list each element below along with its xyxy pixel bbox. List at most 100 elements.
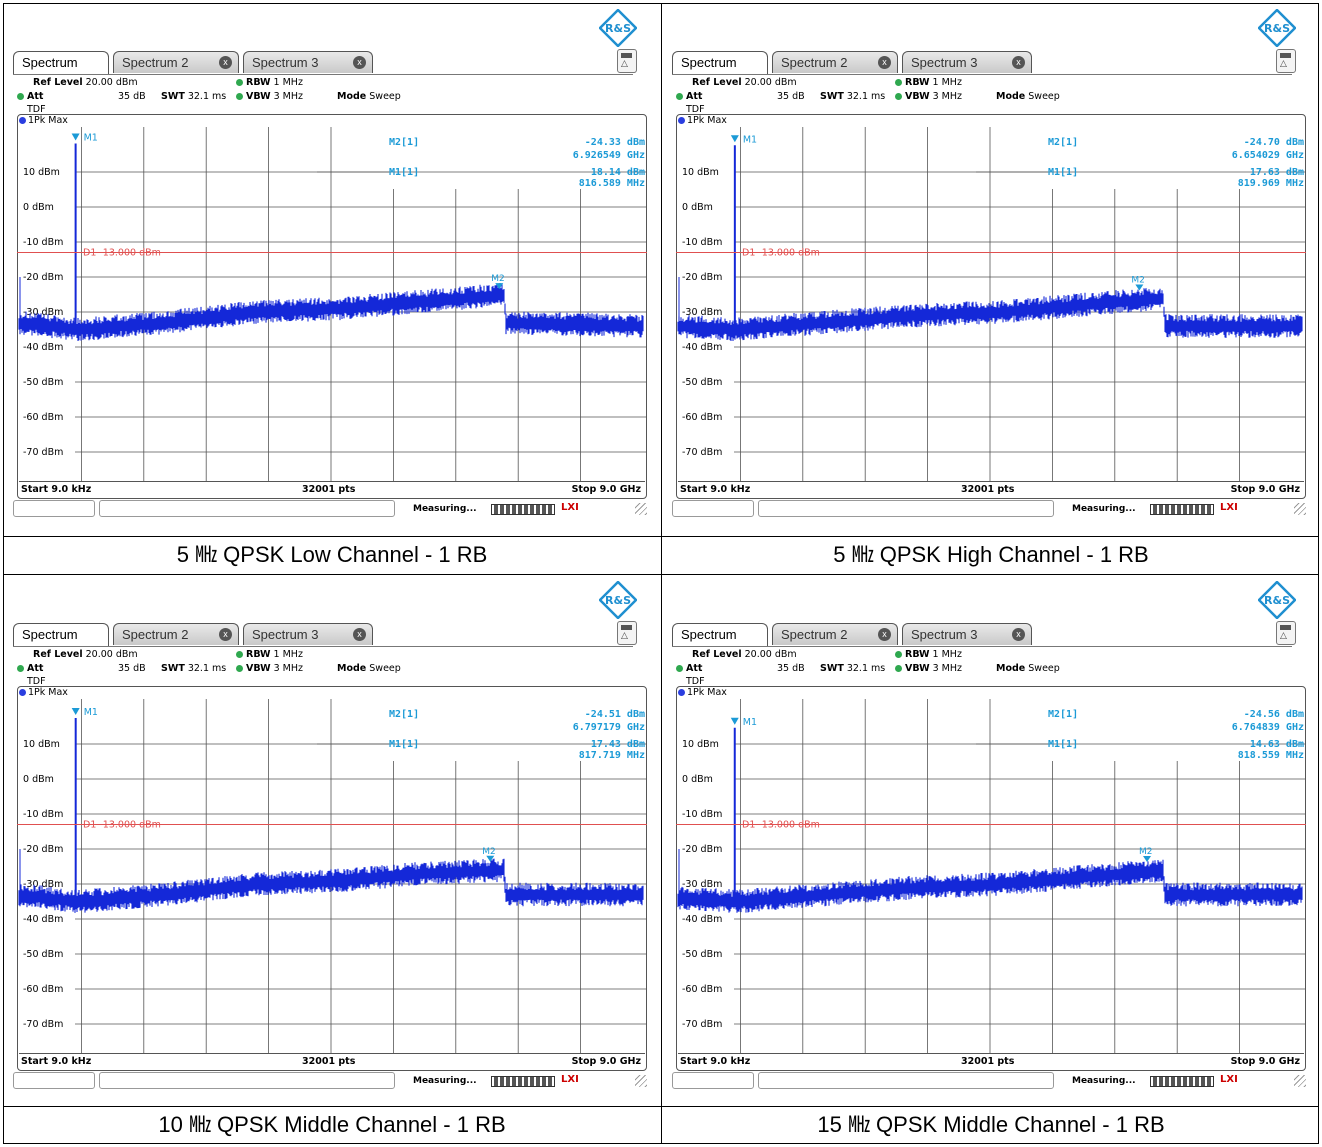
swt-readout: SWT 32.1 ms xyxy=(820,663,886,674)
spectrum-plot[interactable]: 10 dBm 0 dBm -10 dBm -20 dBm -30 dBm -40 dBm -… xyxy=(17,127,647,482)
status-dot-icon xyxy=(17,93,24,100)
status-field[interactable] xyxy=(13,500,95,517)
grid-lines: 10 dBm 0 dBm -10 dBm -20 dBm -30 dBm -40 dBm -… xyxy=(23,127,647,482)
status-field[interactable] xyxy=(758,500,1054,517)
m1-level: 14.63 dBm xyxy=(1250,739,1304,750)
m2-level: -24.70 dBm xyxy=(1244,137,1304,148)
close-icon[interactable]: x xyxy=(353,56,366,69)
close-icon[interactable]: x xyxy=(1012,56,1025,69)
status-field[interactable] xyxy=(672,1072,754,1089)
status-field[interactable] xyxy=(99,1072,395,1089)
stop-frequency: Stop 9.0 GHz xyxy=(571,484,641,495)
resize-grip-icon[interactable] xyxy=(1294,503,1306,515)
stop-frequency: Stop 9.0 GHz xyxy=(571,1056,641,1067)
att-readout: Att xyxy=(676,663,702,674)
resize-grip-icon[interactable] xyxy=(635,1075,647,1087)
battery-icon xyxy=(1276,621,1296,645)
status-dot-icon xyxy=(895,93,902,100)
resize-grip-icon[interactable] xyxy=(1294,1075,1306,1087)
y-tick-label: -30 dBm xyxy=(682,879,722,890)
y-tick-label: 10 dBm xyxy=(23,167,60,178)
m2-frequency: 6.797179 GHz xyxy=(573,722,645,733)
svg-text:R&S: R&S xyxy=(605,22,631,35)
close-icon[interactable]: x xyxy=(353,628,366,641)
plot-frame xyxy=(17,686,647,1071)
spectrum-plot[interactable]: 10 dBm 0 dBm -10 dBm -20 dBm -30 dBm -40 dBm -… xyxy=(17,699,647,1054)
vbw-readout: VBW 3 MHz xyxy=(236,91,303,102)
battery-icon xyxy=(617,49,637,73)
marker-m1-icon xyxy=(730,717,739,725)
status-bar: Measuring... LXI xyxy=(13,1071,649,1091)
att-readout: Att xyxy=(676,91,702,102)
status-field[interactable] xyxy=(99,500,395,517)
plot-footer: Start 9.0 kHz 32001 pts Stop 9.0 GHz xyxy=(678,1053,1304,1070)
spectrum-plot[interactable]: 10 dBm 0 dBm -10 dBm -20 dBm -30 dBm -40 dBm -… xyxy=(676,699,1306,1054)
close-icon[interactable]: x xyxy=(219,628,232,641)
rbw-readout: RBW 1 MHz xyxy=(895,649,962,660)
status-field[interactable] xyxy=(13,1072,95,1089)
close-icon[interactable]: x xyxy=(878,628,891,641)
y-tick-label: -40 dBm xyxy=(23,342,63,353)
resize-grip-icon[interactable] xyxy=(635,503,647,515)
svg-text:R&S: R&S xyxy=(605,594,631,607)
marker-m2-label: M2 xyxy=(1139,847,1153,857)
sweep-points: 32001 pts xyxy=(961,1056,1015,1067)
trace-1 xyxy=(18,717,644,913)
close-icon[interactable]: x xyxy=(219,56,232,69)
grid-lines: 10 dBm 0 dBm -10 dBm -20 dBm -30 dBm -40 dBm -… xyxy=(682,127,1306,482)
spectrum-plot[interactable]: 10 dBm 0 dBm -10 dBm -20 dBm -30 dBm -40 dBm -… xyxy=(676,127,1306,482)
battery-icon xyxy=(617,621,637,645)
status-field[interactable] xyxy=(672,500,754,517)
y-tick-label: -40 dBm xyxy=(23,914,63,925)
m2-readout-label: M2[1] xyxy=(389,137,419,148)
close-icon[interactable]: x xyxy=(878,56,891,69)
tab-spectrum[interactable]: Spectrum xyxy=(672,623,768,647)
sweep-progress-bar xyxy=(491,504,555,515)
overlay: D1 -13.000 dBm M1 M2 M2[1] -24.70 dBm 6.65402… xyxy=(676,134,1306,291)
lxi-icon: LXI xyxy=(1220,1074,1238,1085)
y-tick-label: -10 dBm xyxy=(682,809,722,820)
att-value: 35 dB xyxy=(118,663,146,674)
marker-m1-label: M1 xyxy=(743,134,757,145)
tdf-label: TDF xyxy=(686,676,705,687)
m1-readout-label: M1[1] xyxy=(1048,167,1078,178)
lxi-icon: LXI xyxy=(561,502,579,513)
marker-m1-icon xyxy=(71,133,80,141)
marker-m2-label: M2 xyxy=(491,274,505,284)
y-tick-label: -70 dBm xyxy=(682,447,722,458)
plot-footer: Start 9.0 kHz 32001 pts Stop 9.0 GHz xyxy=(19,1053,645,1070)
m2-frequency: 6.764839 GHz xyxy=(1232,722,1304,733)
m2-level: -24.33 dBm xyxy=(585,137,645,148)
close-icon[interactable]: x xyxy=(1012,628,1025,641)
status-dot-icon xyxy=(895,651,902,658)
tab-spectrum[interactable]: Spectrum xyxy=(13,51,109,75)
rs-logo-icon: R&S xyxy=(1258,9,1296,47)
marker-m1-icon xyxy=(71,707,80,715)
rbw-readout: RBW 1 MHz xyxy=(895,77,962,88)
tab-spectrum[interactable]: Spectrum xyxy=(13,623,109,647)
y-tick-label: -20 dBm xyxy=(23,844,63,855)
status-field[interactable] xyxy=(758,1072,1054,1089)
tab-spectrum[interactable]: Spectrum xyxy=(672,51,768,75)
swt-readout: SWT 32.1 ms xyxy=(161,663,227,674)
m2-frequency: 6.926549 GHz xyxy=(573,150,645,161)
start-frequency: Start 9.0 kHz xyxy=(680,484,751,495)
trace-label: 1Pk Max xyxy=(19,687,68,698)
limit-label: D1 -13.000 dBm xyxy=(83,820,161,831)
start-frequency: Start 9.0 kHz xyxy=(680,1056,751,1067)
tdf-label: TDF xyxy=(27,676,46,687)
y-tick-label: 10 dBm xyxy=(682,739,719,750)
trace-1 xyxy=(18,143,644,341)
tab-underline xyxy=(672,646,1292,647)
m1-readout-label: M1[1] xyxy=(389,739,419,750)
limit-label: D1 -13.000 dBm xyxy=(742,820,820,831)
